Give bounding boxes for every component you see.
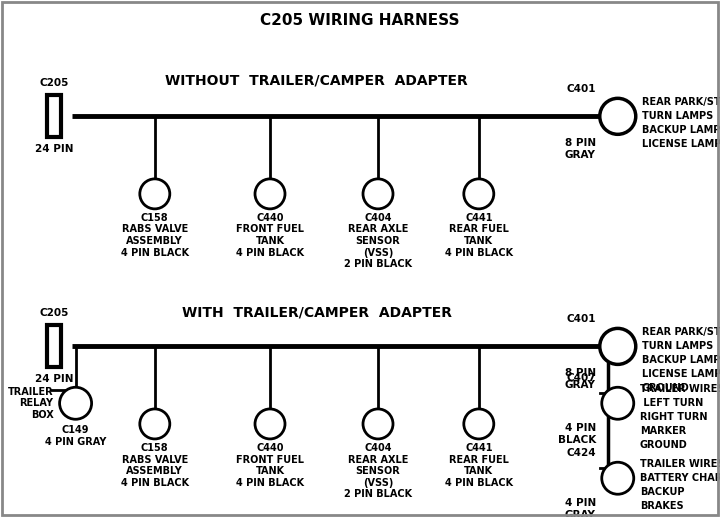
Text: 8 PIN
GRAY: 8 PIN GRAY: [564, 139, 595, 160]
Text: 8 PIN
GRAY: 8 PIN GRAY: [564, 369, 595, 390]
Text: TRAILER WIRES: TRAILER WIRES: [640, 384, 720, 394]
Text: TURN LAMPS: TURN LAMPS: [642, 341, 713, 352]
Text: LICENSE LAMPS: LICENSE LAMPS: [642, 139, 720, 149]
Circle shape: [140, 179, 170, 209]
Text: C205 WIRING HARNESS: C205 WIRING HARNESS: [260, 13, 460, 28]
Circle shape: [255, 179, 285, 209]
Circle shape: [600, 328, 636, 364]
Text: RIGHT TURN: RIGHT TURN: [640, 412, 707, 422]
Text: 24 PIN: 24 PIN: [35, 374, 73, 385]
Text: C441
REAR FUEL
TANK
4 PIN BLACK: C441 REAR FUEL TANK 4 PIN BLACK: [445, 213, 513, 257]
Text: C441
REAR FUEL
TANK
4 PIN BLACK: C441 REAR FUEL TANK 4 PIN BLACK: [445, 443, 513, 488]
Text: C407: C407: [566, 373, 595, 383]
Text: GROUND: GROUND: [642, 384, 690, 393]
Circle shape: [140, 409, 170, 439]
Text: WITH  TRAILER/CAMPER  ADAPTER: WITH TRAILER/CAMPER ADAPTER: [181, 306, 452, 320]
Bar: [47, 325, 61, 368]
Text: BATTERY CHARGE: BATTERY CHARGE: [640, 473, 720, 483]
Text: TRAILER
RELAY
BOX: TRAILER RELAY BOX: [8, 387, 53, 420]
Text: BRAKES: BRAKES: [640, 501, 683, 511]
Text: GROUND: GROUND: [640, 440, 688, 450]
Text: C440
FRONT FUEL
TANK
4 PIN BLACK: C440 FRONT FUEL TANK 4 PIN BLACK: [236, 443, 304, 488]
Text: C404
REAR AXLE
SENSOR
(VSS)
2 PIN BLACK: C404 REAR AXLE SENSOR (VSS) 2 PIN BLACK: [344, 443, 412, 499]
Circle shape: [464, 409, 494, 439]
Text: BACKUP: BACKUP: [640, 487, 684, 497]
Circle shape: [363, 179, 393, 209]
Circle shape: [600, 98, 636, 134]
Text: TURN LAMPS: TURN LAMPS: [642, 111, 713, 121]
Text: BACKUP LAMPS: BACKUP LAMPS: [642, 355, 720, 366]
Text: C205: C205: [40, 308, 68, 318]
Circle shape: [602, 462, 634, 494]
Circle shape: [363, 409, 393, 439]
Circle shape: [602, 387, 634, 419]
Text: C440
FRONT FUEL
TANK
4 PIN BLACK: C440 FRONT FUEL TANK 4 PIN BLACK: [236, 213, 304, 257]
Circle shape: [464, 179, 494, 209]
Text: C401: C401: [566, 314, 595, 324]
Text: C404
REAR AXLE
SENSOR
(VSS)
2 PIN BLACK: C404 REAR AXLE SENSOR (VSS) 2 PIN BLACK: [344, 213, 412, 269]
Text: LICENSE LAMPS: LICENSE LAMPS: [642, 369, 720, 379]
Bar: [47, 95, 61, 138]
Text: REAR PARK/STOP: REAR PARK/STOP: [642, 327, 720, 338]
Text: C401: C401: [566, 84, 595, 94]
Text: C158
RABS VALVE
ASSEMBLY
4 PIN BLACK: C158 RABS VALVE ASSEMBLY 4 PIN BLACK: [121, 213, 189, 257]
Text: MARKER: MARKER: [640, 426, 686, 436]
Text: C149
4 PIN GRAY: C149 4 PIN GRAY: [45, 425, 107, 447]
Text: 24 PIN: 24 PIN: [35, 144, 73, 155]
Text: WITHOUT  TRAILER/CAMPER  ADAPTER: WITHOUT TRAILER/CAMPER ADAPTER: [166, 73, 468, 87]
Circle shape: [255, 409, 285, 439]
Text: 4 PIN
BLACK: 4 PIN BLACK: [557, 423, 595, 445]
Text: LEFT TURN: LEFT TURN: [640, 398, 703, 408]
Circle shape: [60, 387, 91, 419]
Text: TRAILER WIRES: TRAILER WIRES: [640, 459, 720, 469]
Text: BACKUP LAMPS: BACKUP LAMPS: [642, 125, 720, 135]
Text: C205: C205: [40, 78, 68, 88]
Text: C158
RABS VALVE
ASSEMBLY
4 PIN BLACK: C158 RABS VALVE ASSEMBLY 4 PIN BLACK: [121, 443, 189, 488]
Text: 4 PIN
GRAY: 4 PIN GRAY: [564, 498, 595, 517]
Text: C424: C424: [566, 448, 595, 458]
Text: REAR PARK/STOP: REAR PARK/STOP: [642, 97, 720, 108]
